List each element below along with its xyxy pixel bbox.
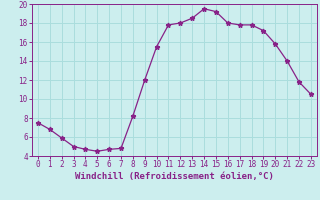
X-axis label: Windchill (Refroidissement éolien,°C): Windchill (Refroidissement éolien,°C) bbox=[75, 172, 274, 181]
